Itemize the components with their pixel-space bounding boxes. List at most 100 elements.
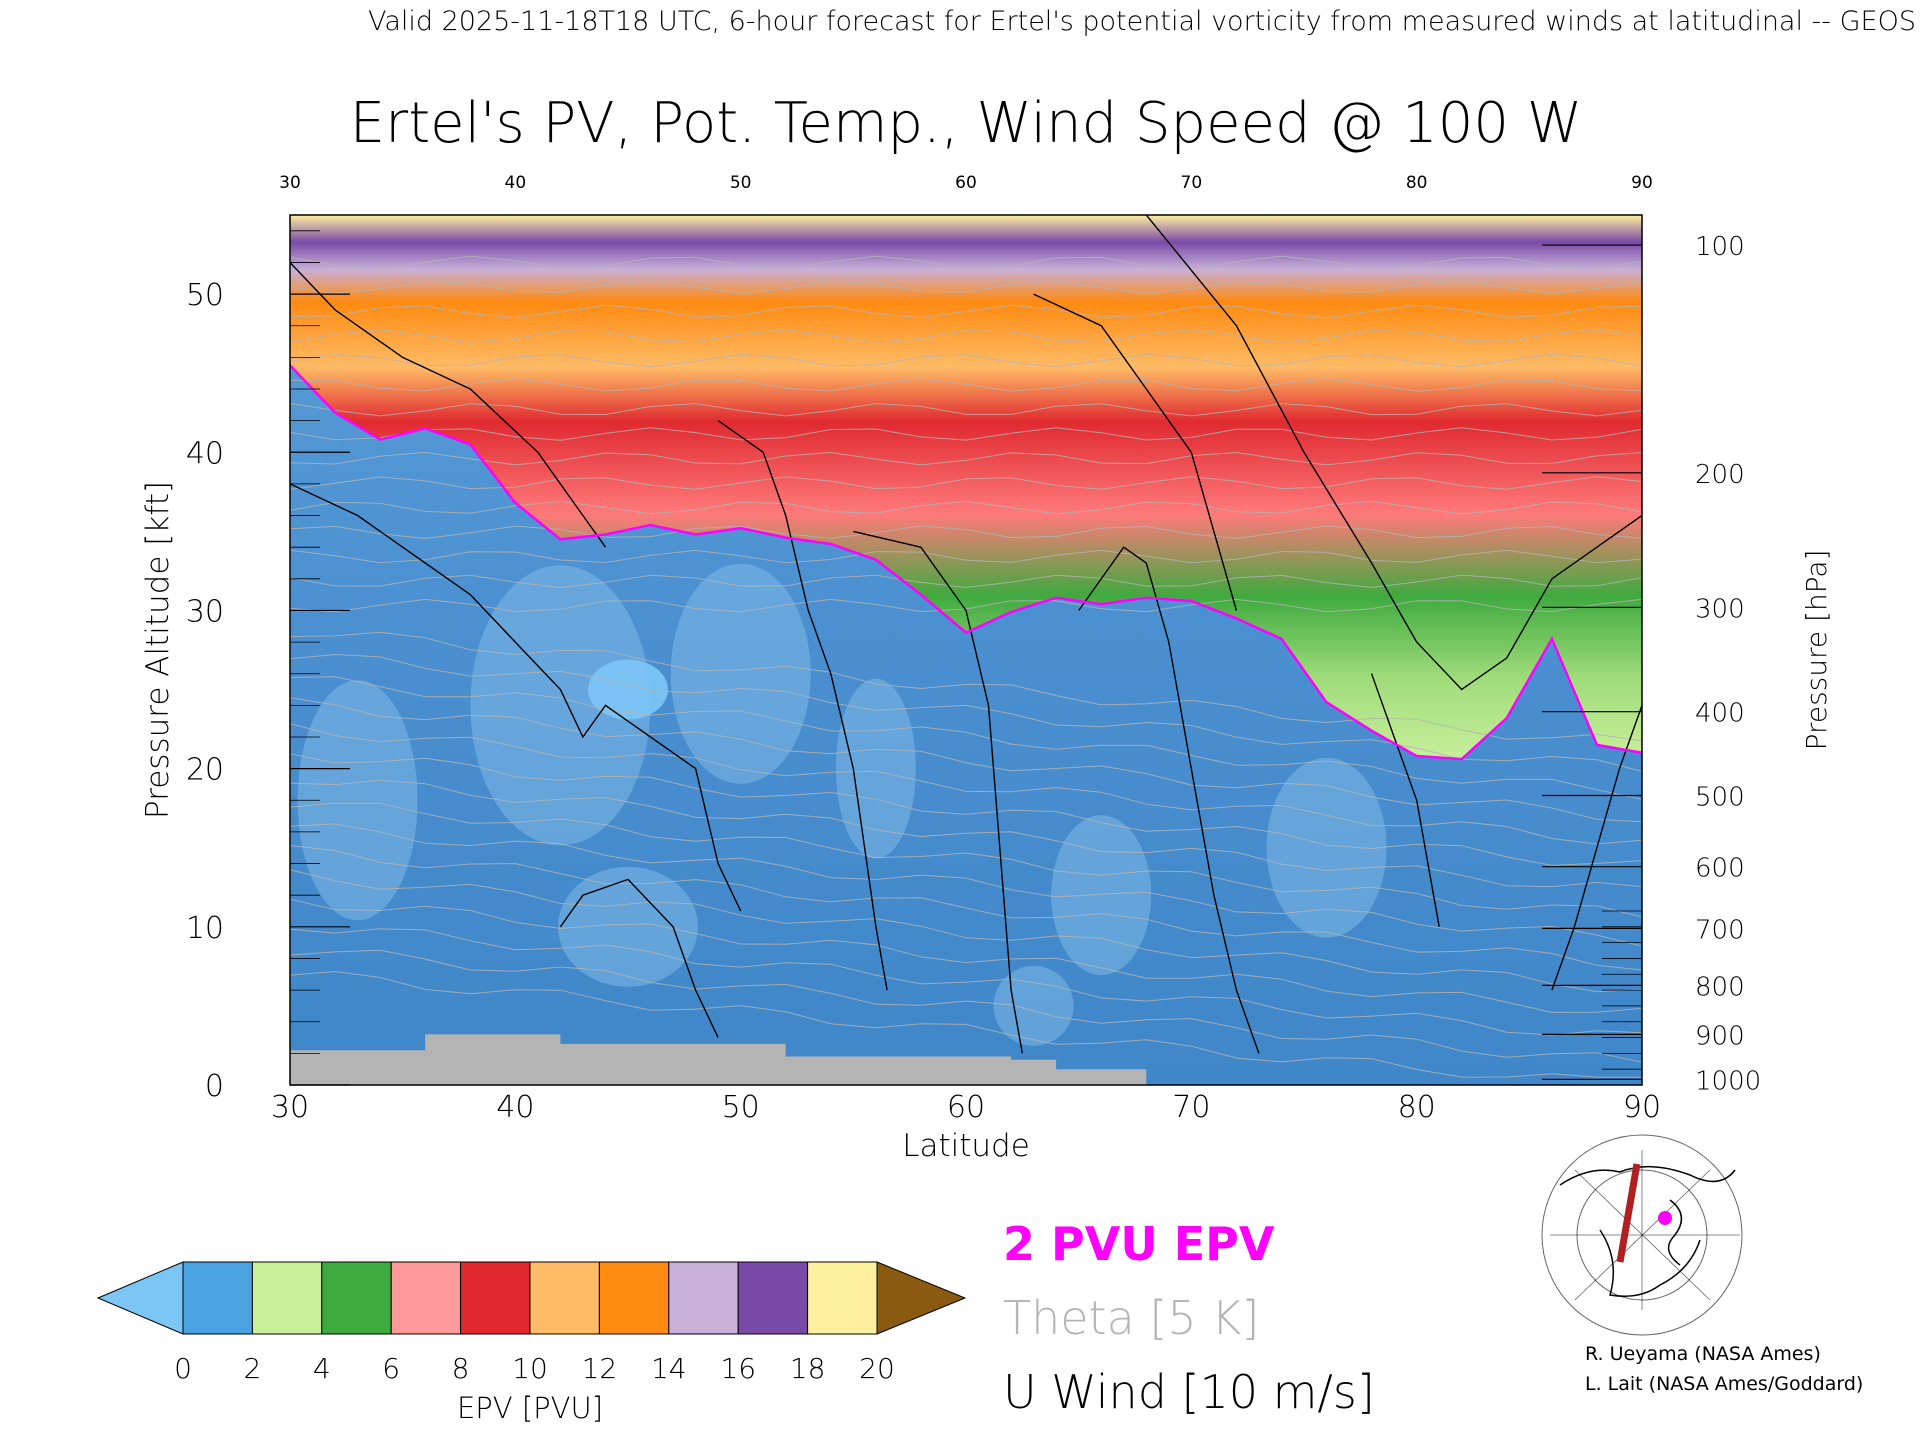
colorbar-segment (251, 1261, 323, 1335)
theta-contour (290, 255, 1642, 270)
stratosphere-field (290, 215, 1642, 760)
y-axis-title-left: Pressure Altitude [kft] (140, 481, 176, 819)
x-tick-label: 60 (947, 1090, 985, 1125)
colorbar-tick-label: 20 (859, 1352, 895, 1385)
theta-contour (290, 549, 1642, 564)
inset-map (1540, 1134, 1743, 1336)
pressure-axis-ticks: 100 200 300 400 500 600 700 800 900 1000 (1542, 232, 1761, 1096)
colorbar-segments (182, 1261, 878, 1335)
troposphere-patches (297, 563, 1387, 1046)
y-axis-title-right: Pressure [hPa] (1800, 550, 1833, 751)
x-tick-label-top: 80 (1406, 173, 1428, 193)
pressure-tick-label: 800 (1695, 972, 1745, 1002)
legend-item-theta: Theta [5 K] (1003, 1291, 1259, 1345)
pressure-tick-label: 600 (1695, 854, 1745, 884)
x-axis-ticks-top: 30 40 50 60 70 80 90 (279, 173, 1653, 193)
x-tick-label-top: 50 (730, 173, 752, 193)
y-tick-label: 50 (186, 278, 224, 313)
credit-line-1: R. Ueyama (NASA Ames) (1585, 1343, 1821, 1365)
x-tick-label-top: 40 (505, 173, 527, 193)
colorbar-tick-label: 18 (790, 1352, 826, 1385)
theta-contour (290, 631, 1642, 742)
u-wind-contour (717, 420, 888, 991)
tropo-patch (835, 678, 916, 859)
x-tick-label: 80 (1398, 1090, 1436, 1125)
u-wind-contour (1033, 293, 1238, 611)
theta-contour (290, 802, 1642, 918)
theta-contour (290, 869, 1642, 993)
theta-contour (290, 753, 1642, 866)
plot-frame (289, 214, 1643, 1086)
pressure-tick-label: 500 (1695, 783, 1745, 813)
u-wind-contour (290, 483, 742, 912)
u-wind-contour (1078, 546, 1260, 1054)
theta-contour (290, 723, 1642, 845)
pressure-tick-label: 900 (1695, 1021, 1745, 1051)
u-wind-contour (1145, 215, 1642, 691)
chart-title: Ertel's PV, Pot. Temp., Wind Speed @ 100… (350, 91, 1582, 156)
x-tick-label: 40 (496, 1090, 534, 1125)
tropo-patch (670, 563, 811, 784)
tropo-patch (297, 680, 418, 921)
u-wind-contour (290, 262, 607, 548)
theta-contour (290, 949, 1642, 1063)
legend-item-u-wind: U Wind [10 m/s] (1003, 1365, 1375, 1419)
theta-contour (290, 378, 1642, 392)
colorbar: 0 2 4 6 8 10 12 14 16 18 20 EPV [PVU] (96, 1261, 967, 1425)
y-axis-ticks: 0 10 20 30 40 50 (186, 230, 350, 1104)
x-tick-label-top: 60 (955, 173, 977, 193)
theta-contour (290, 500, 1642, 515)
pressure-tick-label: 1000 (1695, 1066, 1761, 1096)
colorbar-label: EPV [PVU] (457, 1391, 603, 1425)
x-tick-label-top: 70 (1181, 173, 1203, 193)
colorbar-tick-label: 12 (582, 1352, 618, 1385)
credit-line-2: L. Lait (NASA Ames/Goddard) (1585, 1373, 1863, 1395)
u-wind-contour (559, 878, 719, 1038)
theta-contours (290, 255, 1642, 1078)
theta-contour (290, 353, 1642, 368)
u-wind-contours (290, 215, 1642, 1054)
theta-contour (290, 676, 1642, 800)
pressure-tick-label: 200 (1695, 460, 1745, 490)
colorbar-under-arrow (96, 1261, 184, 1335)
pressure-tick-label: 700 (1695, 915, 1745, 945)
theta-contour (290, 451, 1642, 466)
theta-contour (290, 525, 1642, 540)
colorbar-tick-label: 6 (382, 1352, 400, 1385)
colorbar-tick-label: 0 (174, 1352, 192, 1385)
theta-contour (290, 598, 1642, 613)
theta-contour (290, 970, 1642, 1078)
colorbar-segment (737, 1261, 809, 1335)
theta-contour (290, 779, 1642, 888)
tropopause-2pvu-contour (290, 364, 1642, 761)
colorbar-tick-label: 16 (720, 1352, 756, 1385)
x-tick-label: 90 (1623, 1090, 1661, 1125)
x-tick-label-top: 30 (279, 173, 301, 193)
x-tick-label-top: 90 (1631, 173, 1653, 193)
colorbar-over-arrow (876, 1261, 967, 1335)
colorbar-segment (529, 1261, 600, 1335)
y-tick-label: 10 (186, 911, 224, 946)
u-wind-contour (1370, 673, 1440, 927)
colorbar-tick-label: 10 (512, 1352, 548, 1385)
colorbar-segment (807, 1261, 878, 1335)
legend-item-2pvu: 2 PVU EPV (1003, 1217, 1275, 1271)
theta-contour (290, 653, 1642, 772)
x-axis-title: Latitude (902, 1128, 1030, 1164)
theta-contour (290, 697, 1642, 823)
theta-contour (290, 898, 1642, 1013)
colorbar-segment (460, 1261, 531, 1335)
x-axis-ticks: 30 40 50 60 70 80 90 (271, 1090, 1661, 1125)
colorbar-tick-label: 4 (313, 1352, 331, 1385)
theta-contour (290, 403, 1642, 417)
legend: 2 PVU EPV Theta [5 K] U Wind [10 m/s] (1003, 1217, 1375, 1419)
theta-contour (290, 280, 1642, 294)
theta-contour (290, 928, 1642, 1036)
colorbar-tick-labels: 0 2 4 6 8 10 12 14 16 18 20 (174, 1352, 895, 1385)
x-tick-label: 50 (722, 1090, 760, 1125)
theta-contour (290, 427, 1642, 441)
tropo-patch (470, 565, 651, 846)
tropo-patch (1266, 757, 1387, 938)
theta-contour (290, 845, 1642, 971)
